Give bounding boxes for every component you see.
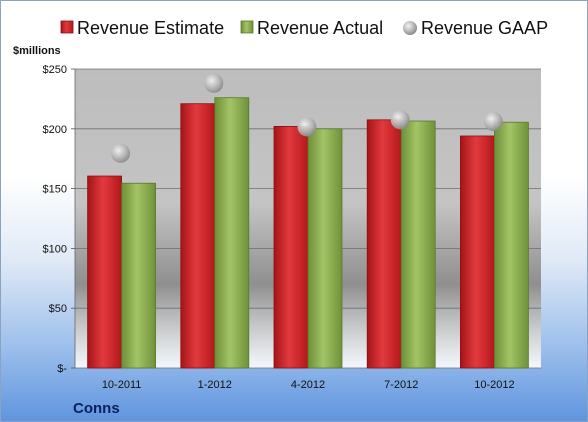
bar-revenue-actual xyxy=(400,120,436,369)
legend-item-estimate: Revenue Estimate xyxy=(60,18,224,38)
marker-revenue-gaap xyxy=(204,73,224,93)
y-tick-label: $200 xyxy=(43,124,67,136)
bar-revenue-actual xyxy=(493,121,529,369)
bar-revenue-estimate xyxy=(87,175,122,369)
legend-label-estimate: Revenue Estimate xyxy=(77,18,224,38)
legend-item-gaap: Revenue GAAP xyxy=(403,18,548,38)
y-unit-label: $millions xyxy=(13,45,61,57)
y-tick-label: $150 xyxy=(43,184,67,196)
bar-revenue-estimate xyxy=(366,119,402,369)
y-axis-ticks: $- $50 $100 $150 $200 $250 xyxy=(43,64,76,375)
marker-revenue-gaap xyxy=(483,112,503,132)
y-tick-label: $100 xyxy=(43,243,67,255)
x-tick-label: 1-2012 xyxy=(198,379,232,391)
legend: Revenue Estimate Revenue Actual Revenue … xyxy=(60,18,548,38)
x-tick-label: 10-2012 xyxy=(474,379,514,391)
y-tick-label: $- xyxy=(57,363,67,375)
bar-revenue-actual xyxy=(121,182,156,369)
x-tick-label: 4-2012 xyxy=(291,379,325,391)
bars xyxy=(87,97,529,369)
bar-revenue-estimate xyxy=(459,135,495,369)
gaap-markers xyxy=(111,73,503,163)
bar-revenue-estimate xyxy=(180,103,216,369)
legend-label-actual: Revenue Actual xyxy=(257,18,383,38)
x-tick-label: 10-2011 xyxy=(102,379,142,391)
legend-swatch-actual xyxy=(240,20,254,34)
x-axis-ticks: 10-2011 1-2012 4-2012 7-2012 10-2012 xyxy=(102,379,515,391)
x-tick-label: 7-2012 xyxy=(384,379,418,391)
legend-swatch-estimate xyxy=(60,20,74,34)
bar-revenue-estimate xyxy=(273,126,309,369)
marker-revenue-gaap xyxy=(111,143,131,163)
marker-revenue-gaap xyxy=(390,110,410,130)
bar-revenue-actual xyxy=(214,97,250,369)
company-label: Conns xyxy=(73,400,120,417)
legend-label-gaap: Revenue GAAP xyxy=(421,18,548,38)
y-tick-label: $250 xyxy=(43,64,67,76)
legend-marker-gaap xyxy=(403,21,417,35)
y-tick-label: $50 xyxy=(49,303,67,315)
marker-revenue-gaap xyxy=(297,117,317,137)
legend-item-actual: Revenue Actual xyxy=(240,18,383,38)
bar-revenue-actual xyxy=(307,128,343,369)
